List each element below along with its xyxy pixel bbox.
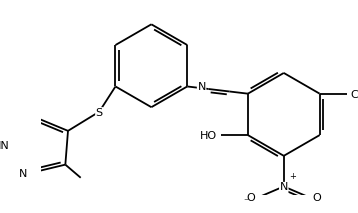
Text: S: S (96, 108, 103, 118)
Text: O: O (246, 193, 255, 203)
Text: HO: HO (200, 131, 217, 141)
Text: HN: HN (0, 141, 9, 151)
Text: N: N (197, 82, 206, 92)
Text: ⁻: ⁻ (243, 198, 248, 208)
Text: +: + (289, 172, 296, 181)
Text: N: N (19, 168, 27, 178)
Text: Cl: Cl (350, 90, 358, 100)
Text: O: O (313, 193, 321, 203)
Text: N: N (280, 183, 288, 193)
